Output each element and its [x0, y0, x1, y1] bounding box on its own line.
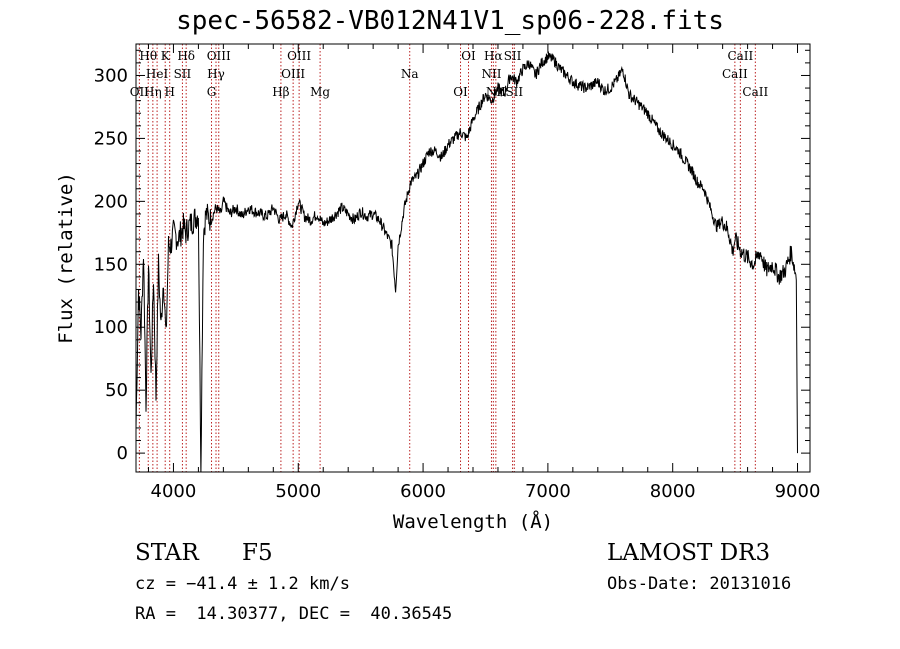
line-marker-label: CaII [742, 85, 768, 99]
line-marker-label: OIII [281, 67, 305, 81]
line-marker-label: CaII [727, 49, 753, 63]
spectrum-line [136, 51, 798, 472]
line-marker-label: NII [481, 67, 501, 81]
line-marker-label: OI [453, 85, 468, 99]
x-tick-label: 5000 [275, 481, 321, 502]
coordinates-label: RA = 14.30377, DEC = 40.36545 [135, 604, 453, 624]
line-marker-label: SII [505, 85, 523, 99]
line-marker-label: Hγ [207, 67, 225, 81]
line-marker-label: SII [504, 49, 522, 63]
y-tick-label: 250 [94, 128, 128, 149]
line-marker-label: Hδ [177, 49, 195, 63]
line-marker-label: G [207, 85, 217, 99]
line-marker-label: Hη [144, 85, 162, 99]
line-marker-label: OI [461, 49, 476, 63]
y-tick-label: 300 [94, 65, 128, 86]
y-tick-label: 0 [117, 443, 128, 464]
line-marker-label: Na [401, 67, 419, 81]
chart-title: spec-56582-VB012N41V1_sp06-228.fits [176, 6, 724, 36]
x-tick-label: 9000 [775, 481, 821, 502]
object-class-label: STAR [135, 540, 199, 566]
line-marker-label: Hα [484, 49, 503, 63]
line-marker-label: OIII [287, 49, 311, 63]
y-tick-label: 50 [105, 380, 128, 401]
line-marker-label: OIII [207, 49, 231, 63]
line-marker-label: K [161, 49, 171, 63]
y-tick-label: 100 [94, 317, 128, 338]
line-marker-label: Hθ [139, 49, 157, 63]
line-marker-label: H [164, 85, 174, 99]
redshift-label: cz = −41.4 ± 1.2 km/s [135, 574, 350, 594]
x-axis-label: Wavelength (Å) [393, 510, 553, 533]
plot-frame [135, 43, 811, 473]
line-marker-label: HeI [146, 67, 169, 81]
x-tick-label: 8000 [650, 481, 696, 502]
line-marker-label: CaII [722, 67, 748, 81]
line-marker-label: Mg [310, 85, 330, 99]
x-tick-label: 4000 [151, 481, 197, 502]
line-marker-label: Hβ [272, 85, 289, 99]
line-marker-label: NII [486, 85, 506, 99]
obs-date-label: Obs-Date: 20131016 [607, 574, 792, 594]
survey-label: LAMOST DR3 [607, 540, 771, 566]
x-tick-label: 6000 [400, 481, 446, 502]
line-marker-label: OII [130, 85, 150, 99]
y-tick-label: 150 [94, 254, 128, 275]
y-tick-label: 200 [94, 191, 128, 212]
line-marker-label: SII [174, 67, 192, 81]
x-tick-label: 7000 [525, 481, 571, 502]
y-axis-label: Flux (relative) [55, 172, 77, 344]
subclass-label: F5 [242, 540, 273, 566]
